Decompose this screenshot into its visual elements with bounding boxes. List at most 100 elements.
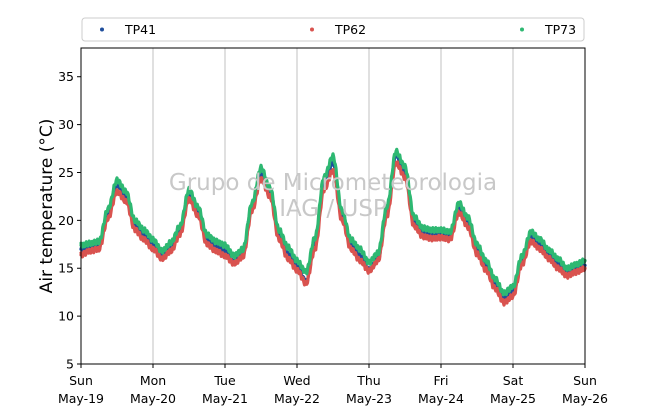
data-point-TP62 (421, 235, 425, 239)
y-tick-label: 15 (58, 261, 74, 276)
data-point-TP62 (430, 236, 434, 241)
data-point-TP62 (142, 237, 146, 242)
data-point-TP62 (187, 197, 191, 201)
data-point-TP73 (493, 277, 497, 281)
data-point-TP73 (475, 242, 479, 246)
data-point-TP73 (574, 262, 578, 267)
data-point-TP73 (322, 175, 326, 179)
data-point-TP62 (169, 249, 173, 253)
data-point-TP73 (412, 214, 416, 219)
data-point-TP73 (466, 215, 470, 220)
x-tick-label-day: Mon (140, 373, 166, 388)
data-point-TP62 (376, 258, 380, 263)
data-point-TP73 (286, 245, 290, 249)
x-tick-label-day: Sat (503, 373, 524, 388)
data-point-TP73 (106, 207, 110, 211)
data-point-TP62 (97, 247, 101, 251)
data-point-TP73 (529, 230, 533, 234)
y-tick-label: 35 (58, 69, 74, 84)
data-point-TP62 (457, 211, 461, 215)
data-point-TP62 (502, 301, 506, 305)
data-point-TP62 (214, 249, 218, 253)
data-point-TP62 (565, 274, 569, 278)
data-point-TP73 (205, 233, 209, 237)
y-tick-label: 5 (66, 357, 74, 372)
data-point-TP62 (304, 281, 308, 286)
legend-marker-TP41 (100, 27, 104, 32)
data-point-TP62 (367, 269, 371, 273)
data-point-TP73 (223, 243, 227, 247)
data-point-TP62 (484, 268, 488, 272)
series-TP62 (79, 160, 587, 307)
data-point-TP73 (277, 228, 281, 232)
legend-label-TP41: TP41 (124, 22, 156, 37)
y-tick-label: 25 (58, 165, 74, 180)
data-point-TP41 (223, 249, 227, 253)
data-point-TP73 (142, 228, 146, 232)
x-axis: Sun May-19 Mon May-20 Tue May-21 Wed May-22 Thu M… (58, 364, 608, 406)
data-point-TP73 (403, 165, 407, 169)
data-point-TP73 (376, 251, 380, 255)
data-point-TP73 (169, 240, 173, 244)
legend-marker-TP62 (310, 27, 314, 32)
data-point-TP73 (439, 228, 443, 232)
data-point-TP73 (394, 149, 398, 154)
data-point-TP62 (277, 237, 281, 242)
data-point-TP62 (412, 224, 416, 228)
data-point-TP73 (511, 284, 515, 289)
data-point-TP62 (133, 228, 137, 232)
data-point-TP62 (493, 286, 497, 290)
data-point-TP73 (349, 237, 353, 242)
data-point-TP62 (223, 254, 227, 258)
x-tick-label-date: May-19 (58, 391, 104, 406)
data-point-TP62 (250, 209, 254, 213)
legend: TP41 TP62 TP73 (81, 17, 585, 42)
y-tick-label: 30 (58, 117, 74, 132)
data-point-TP62 (448, 237, 452, 242)
legend-marker-TP73 (520, 27, 524, 32)
x-tick-label-date: May-26 (562, 391, 608, 406)
series-TP73 (79, 147, 587, 297)
data-point-TP62 (115, 190, 119, 194)
data-point-TP62 (160, 257, 164, 261)
data-point-TP62 (466, 225, 470, 229)
data-point-TP62 (241, 255, 245, 259)
data-point-TP73 (250, 201, 254, 205)
data-point-TP62 (403, 175, 407, 179)
data-point-TP73 (340, 209, 344, 213)
data-point-TP73 (538, 237, 542, 242)
data-point-TP73 (331, 154, 335, 158)
data-point-TP73 (241, 247, 245, 251)
y-tick-label: 10 (58, 309, 74, 324)
data-point-TP62 (295, 268, 299, 272)
data-point-TP73 (520, 254, 524, 258)
data-point-TP62 (205, 242, 209, 246)
x-tick-label-day: Wed (283, 373, 310, 388)
data-point-TP73 (367, 260, 371, 265)
y-tick-label: 20 (58, 213, 74, 228)
data-point-TP73 (556, 257, 560, 261)
y-axis-label: Air temperature (°C) (37, 119, 57, 294)
data-point-TP73 (124, 190, 128, 194)
data-point-TP62 (520, 262, 524, 267)
data-point-TP62 (331, 168, 335, 173)
data-point-TP73 (88, 241, 92, 245)
data-point-TP73 (304, 270, 308, 274)
legend-box (81, 17, 585, 42)
data-point-TP62 (511, 294, 515, 298)
watermark-line-1: Grupo de Micrometeorologia (169, 170, 497, 196)
data-point-TP73 (178, 224, 182, 228)
data-point-TP73 (430, 228, 434, 232)
series-layer (79, 147, 587, 307)
data-point-TP73 (268, 186, 272, 190)
data-point-TP73 (151, 237, 155, 242)
data-point-TP73 (457, 201, 461, 205)
data-point-TP73 (448, 230, 452, 234)
data-point-TP62 (151, 247, 155, 251)
watermark: Grupo de Micrometeorologia IAG / USP (169, 170, 497, 222)
data-point-TP73 (214, 239, 218, 244)
data-point-TP62 (259, 177, 263, 181)
data-point-TP62 (313, 247, 317, 251)
